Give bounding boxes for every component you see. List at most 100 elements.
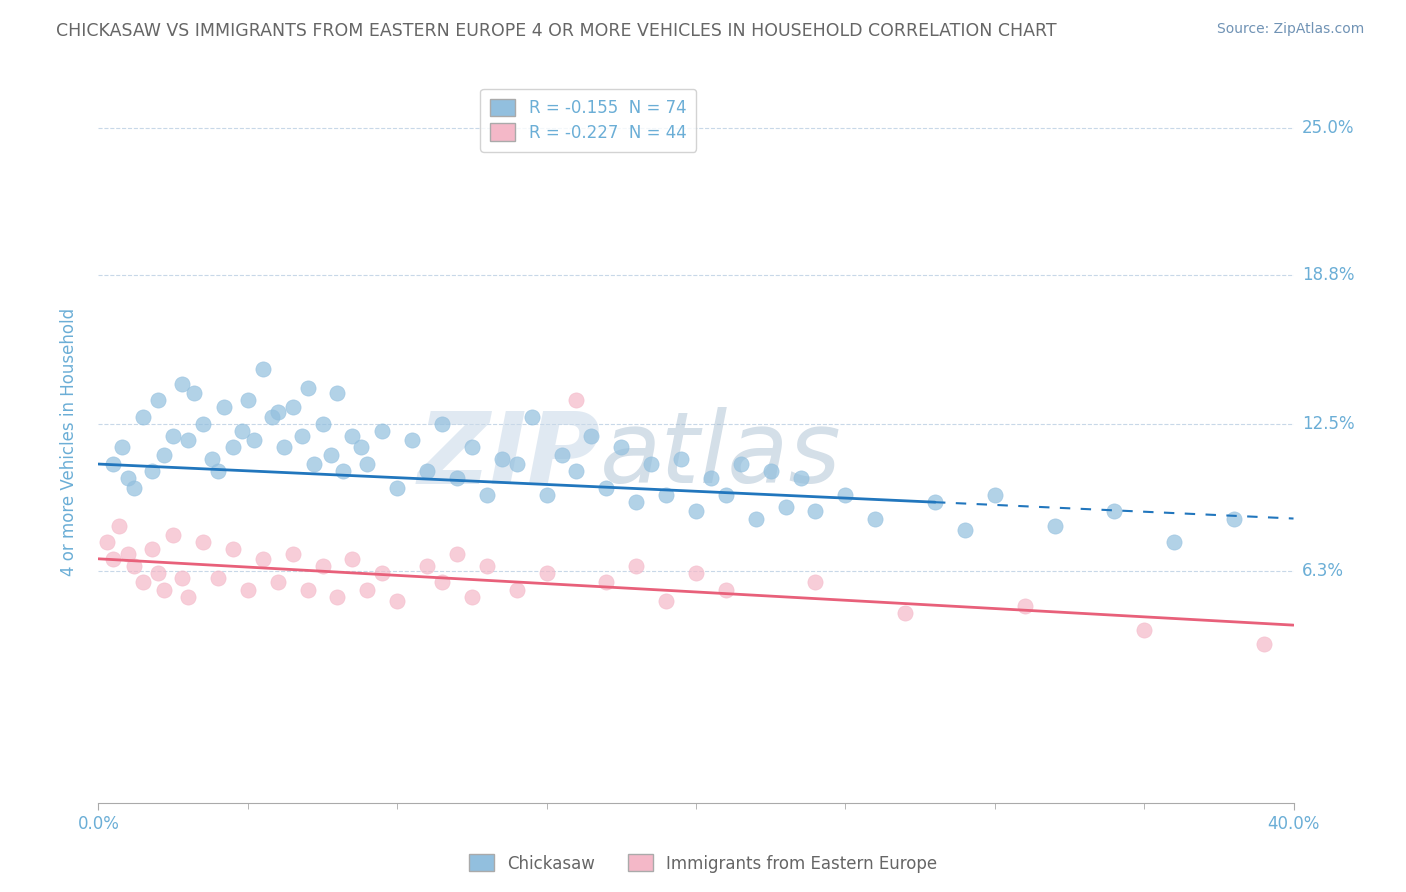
Point bbox=[610, 441, 633, 455]
Point bbox=[416, 464, 439, 478]
Text: 12.5%: 12.5% bbox=[1302, 415, 1354, 433]
Point bbox=[1043, 518, 1066, 533]
Point bbox=[141, 542, 163, 557]
Point bbox=[148, 566, 170, 580]
Point bbox=[834, 488, 856, 502]
Point bbox=[1104, 504, 1126, 518]
Point bbox=[984, 488, 1007, 502]
Point bbox=[191, 417, 214, 431]
Point bbox=[565, 464, 588, 478]
Point bbox=[385, 481, 409, 495]
Point bbox=[153, 582, 176, 597]
Point bbox=[565, 393, 588, 408]
Point bbox=[1223, 511, 1246, 525]
Point bbox=[252, 362, 274, 376]
Point bbox=[207, 464, 229, 478]
Text: ZIP: ZIP bbox=[418, 408, 600, 505]
Point bbox=[640, 457, 662, 471]
Point bbox=[626, 558, 648, 573]
Point bbox=[536, 566, 558, 580]
Point bbox=[759, 464, 782, 478]
Point bbox=[177, 590, 200, 604]
Point bbox=[371, 424, 394, 438]
Point bbox=[626, 495, 648, 509]
Point bbox=[326, 590, 349, 604]
Point bbox=[96, 535, 118, 549]
Point bbox=[103, 551, 125, 566]
Point bbox=[281, 400, 304, 414]
Point bbox=[111, 441, 134, 455]
Point bbox=[177, 434, 200, 448]
Point bbox=[506, 582, 529, 597]
Point bbox=[385, 594, 409, 608]
Point bbox=[207, 571, 229, 585]
Point bbox=[108, 518, 131, 533]
Point bbox=[103, 457, 125, 471]
Point bbox=[222, 542, 245, 557]
Point bbox=[730, 457, 752, 471]
Point bbox=[446, 471, 468, 485]
Point bbox=[669, 452, 692, 467]
Text: Source: ZipAtlas.com: Source: ZipAtlas.com bbox=[1216, 22, 1364, 37]
Point bbox=[520, 409, 543, 424]
Point bbox=[581, 428, 603, 442]
Point bbox=[714, 582, 737, 597]
Point bbox=[191, 535, 214, 549]
Point bbox=[350, 441, 373, 455]
Y-axis label: 4 or more Vehicles in Household: 4 or more Vehicles in Household bbox=[59, 308, 77, 575]
Point bbox=[172, 571, 194, 585]
Point bbox=[212, 400, 235, 414]
Point bbox=[326, 386, 349, 401]
Point bbox=[745, 511, 768, 525]
Legend: Chickasaw, Immigrants from Eastern Europe: Chickasaw, Immigrants from Eastern Europ… bbox=[461, 847, 945, 880]
Point bbox=[342, 551, 364, 566]
Point bbox=[311, 558, 333, 573]
Point bbox=[148, 393, 170, 408]
Point bbox=[297, 381, 319, 395]
Point bbox=[132, 409, 155, 424]
Point bbox=[273, 441, 295, 455]
Point bbox=[924, 495, 946, 509]
Legend: R = -0.155  N = 74, R = -0.227  N = 44: R = -0.155 N = 74, R = -0.227 N = 44 bbox=[481, 88, 696, 152]
Point bbox=[506, 457, 529, 471]
Point bbox=[595, 481, 617, 495]
Point bbox=[124, 481, 146, 495]
Point bbox=[236, 393, 259, 408]
Text: atlas: atlas bbox=[600, 408, 842, 505]
Point bbox=[1014, 599, 1036, 614]
Point bbox=[311, 417, 333, 431]
Point bbox=[1253, 637, 1275, 651]
Point bbox=[356, 457, 378, 471]
Point bbox=[685, 566, 707, 580]
Point bbox=[475, 488, 498, 502]
Point bbox=[222, 441, 245, 455]
Point bbox=[865, 511, 887, 525]
Point bbox=[789, 471, 811, 485]
Point bbox=[446, 547, 468, 561]
Point bbox=[342, 428, 364, 442]
Point bbox=[162, 528, 184, 542]
Point bbox=[117, 471, 139, 485]
Point bbox=[302, 457, 325, 471]
Point bbox=[894, 607, 917, 621]
Point bbox=[700, 471, 723, 485]
Point bbox=[804, 504, 827, 518]
Point bbox=[236, 582, 259, 597]
Point bbox=[595, 575, 617, 590]
Point bbox=[162, 428, 184, 442]
Text: 18.8%: 18.8% bbox=[1302, 266, 1354, 284]
Point bbox=[401, 434, 423, 448]
Point bbox=[141, 464, 163, 478]
Point bbox=[124, 558, 146, 573]
Point bbox=[475, 558, 498, 573]
Point bbox=[655, 594, 678, 608]
Point bbox=[953, 524, 976, 538]
Point bbox=[291, 428, 314, 442]
Point bbox=[685, 504, 707, 518]
Point bbox=[804, 575, 827, 590]
Point bbox=[260, 409, 283, 424]
Point bbox=[243, 434, 266, 448]
Point bbox=[1133, 623, 1156, 637]
Point bbox=[281, 547, 304, 561]
Point bbox=[416, 558, 439, 573]
